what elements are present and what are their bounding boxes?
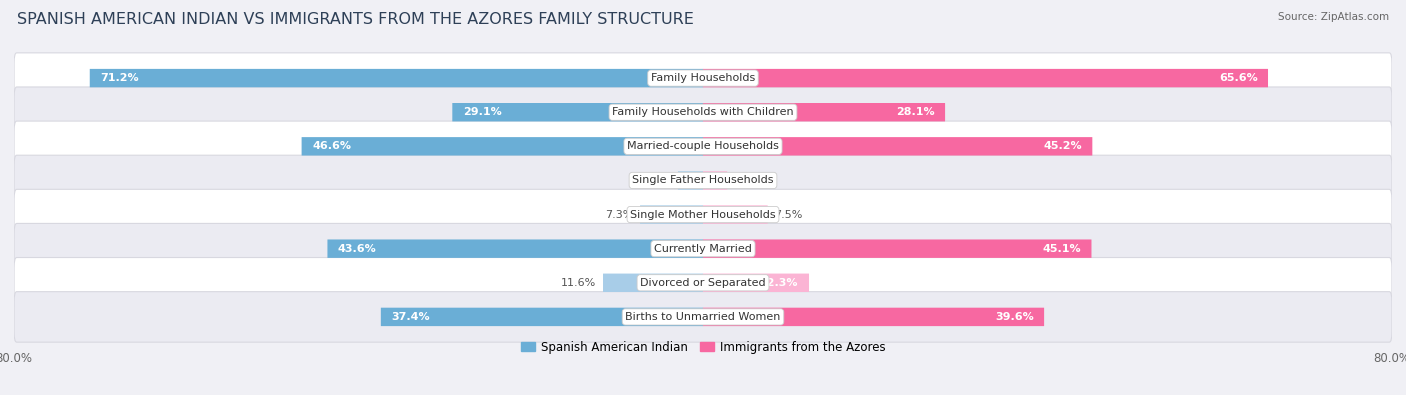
- Text: Married-couple Households: Married-couple Households: [627, 141, 779, 151]
- FancyBboxPatch shape: [302, 137, 703, 156]
- Text: 12.3%: 12.3%: [761, 278, 799, 288]
- FancyBboxPatch shape: [703, 205, 768, 224]
- Legend: Spanish American Indian, Immigrants from the Azores: Spanish American Indian, Immigrants from…: [520, 341, 886, 354]
- FancyBboxPatch shape: [640, 205, 703, 224]
- Text: Single Father Households: Single Father Households: [633, 175, 773, 185]
- Text: 29.1%: 29.1%: [463, 107, 502, 117]
- Text: 65.6%: 65.6%: [1219, 73, 1257, 83]
- Text: Family Households with Children: Family Households with Children: [612, 107, 794, 117]
- Text: 45.1%: 45.1%: [1042, 244, 1081, 254]
- Text: Births to Unmarried Women: Births to Unmarried Women: [626, 312, 780, 322]
- FancyBboxPatch shape: [703, 103, 945, 121]
- FancyBboxPatch shape: [703, 171, 727, 190]
- Text: 7.5%: 7.5%: [775, 210, 803, 220]
- Text: 28.1%: 28.1%: [896, 107, 935, 117]
- Text: Divorced or Separated: Divorced or Separated: [640, 278, 766, 288]
- FancyBboxPatch shape: [603, 274, 703, 292]
- Text: Source: ZipAtlas.com: Source: ZipAtlas.com: [1278, 12, 1389, 22]
- FancyBboxPatch shape: [328, 239, 703, 258]
- FancyBboxPatch shape: [14, 121, 1392, 171]
- Text: 11.6%: 11.6%: [561, 278, 596, 288]
- FancyBboxPatch shape: [14, 87, 1392, 137]
- FancyBboxPatch shape: [14, 53, 1392, 103]
- FancyBboxPatch shape: [678, 171, 703, 190]
- FancyBboxPatch shape: [381, 308, 703, 326]
- Text: SPANISH AMERICAN INDIAN VS IMMIGRANTS FROM THE AZORES FAMILY STRUCTURE: SPANISH AMERICAN INDIAN VS IMMIGRANTS FR…: [17, 12, 693, 27]
- Text: Single Mother Households: Single Mother Households: [630, 210, 776, 220]
- Text: 46.6%: 46.6%: [312, 141, 352, 151]
- FancyBboxPatch shape: [703, 69, 1268, 87]
- Text: 39.6%: 39.6%: [995, 312, 1033, 322]
- FancyBboxPatch shape: [14, 224, 1392, 274]
- FancyBboxPatch shape: [453, 103, 703, 121]
- Text: 43.6%: 43.6%: [337, 244, 377, 254]
- FancyBboxPatch shape: [14, 258, 1392, 308]
- FancyBboxPatch shape: [90, 69, 703, 87]
- Text: 45.2%: 45.2%: [1043, 141, 1083, 151]
- Text: Family Households: Family Households: [651, 73, 755, 83]
- FancyBboxPatch shape: [14, 155, 1392, 206]
- FancyBboxPatch shape: [14, 189, 1392, 240]
- FancyBboxPatch shape: [703, 137, 1092, 156]
- Text: Currently Married: Currently Married: [654, 244, 752, 254]
- FancyBboxPatch shape: [703, 239, 1091, 258]
- Text: 2.8%: 2.8%: [734, 175, 762, 185]
- FancyBboxPatch shape: [703, 274, 808, 292]
- FancyBboxPatch shape: [703, 308, 1045, 326]
- Text: 7.3%: 7.3%: [605, 210, 633, 220]
- Text: 71.2%: 71.2%: [100, 73, 139, 83]
- Text: 37.4%: 37.4%: [391, 312, 430, 322]
- Text: 2.9%: 2.9%: [643, 175, 671, 185]
- FancyBboxPatch shape: [14, 292, 1392, 342]
